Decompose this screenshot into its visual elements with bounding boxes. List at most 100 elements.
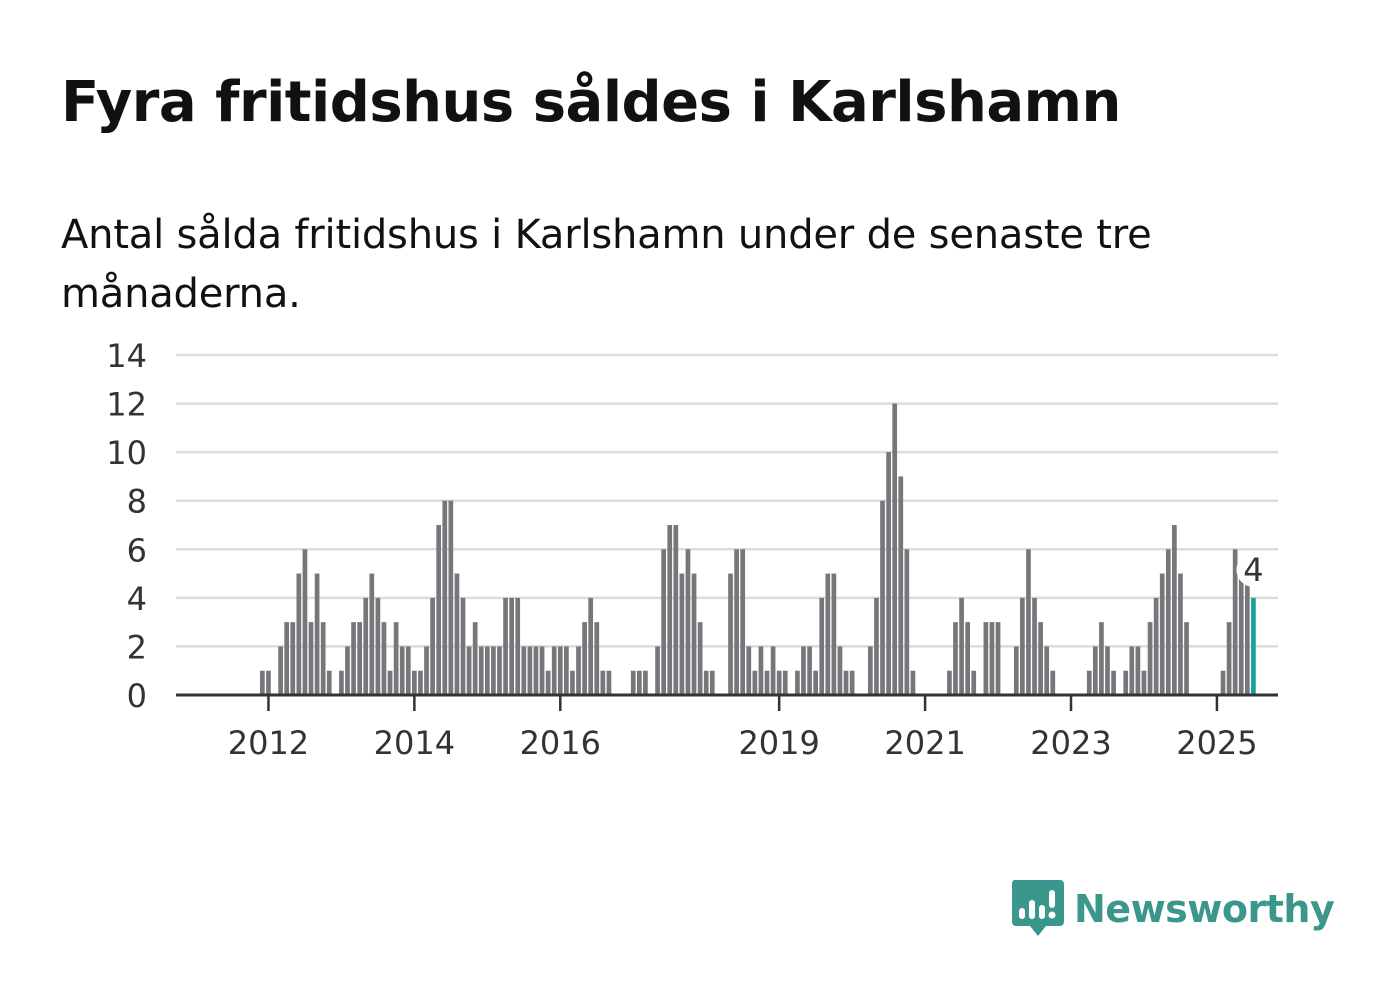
bar	[910, 670, 916, 695]
bar	[260, 670, 265, 695]
bar	[351, 622, 356, 695]
bar	[545, 670, 551, 695]
bar	[381, 622, 387, 695]
bar	[995, 622, 1001, 695]
bar	[1026, 549, 1031, 695]
bar	[1020, 597, 1025, 695]
bar	[831, 573, 837, 695]
bar	[1226, 622, 1232, 695]
chart-title: Fyra fritidshus såldes i Karlshamn	[61, 70, 1121, 135]
bar	[813, 670, 818, 695]
x-tick-label: 2012	[228, 724, 309, 762]
bar	[892, 403, 898, 695]
bar	[880, 500, 885, 695]
bar	[959, 597, 964, 695]
bar	[515, 597, 521, 695]
bar	[393, 622, 399, 695]
bar	[1123, 670, 1129, 695]
bar	[837, 646, 843, 695]
highlight-annotation: 4	[1236, 551, 1271, 589]
bar	[728, 573, 733, 695]
bar	[1153, 597, 1159, 695]
bar	[886, 452, 891, 695]
bar	[1184, 622, 1189, 695]
bar	[825, 573, 831, 695]
bar	[807, 646, 812, 695]
bar	[357, 622, 362, 695]
bar	[734, 549, 739, 695]
x-axis-ticks	[267, 695, 1219, 711]
bar	[436, 525, 442, 695]
y-tick-label: 12	[106, 386, 147, 424]
bar	[801, 646, 806, 695]
bar	[460, 597, 466, 695]
bar	[636, 670, 642, 695]
bar	[326, 670, 332, 695]
bar	[1135, 646, 1141, 695]
bar	[1050, 670, 1056, 695]
bar	[430, 597, 435, 695]
bar	[405, 646, 411, 695]
bar	[752, 670, 758, 695]
bar	[539, 646, 545, 695]
bar	[582, 622, 587, 695]
y-tick-label: 2	[127, 628, 147, 666]
y-tick-label: 4	[127, 580, 147, 618]
x-tick-label: 2016	[520, 724, 601, 762]
bar	[491, 646, 496, 695]
bar	[1013, 646, 1019, 695]
bar	[971, 670, 977, 695]
annotation-halo	[1236, 552, 1271, 587]
x-axis-labels: 2012 2014 2016 2019 2021 2023 2025	[228, 724, 1258, 762]
newsworthy-logo-text: Newsworthy	[1074, 887, 1335, 931]
bar	[412, 670, 417, 695]
bar	[466, 646, 472, 695]
bar	[369, 573, 375, 695]
bar	[266, 670, 271, 695]
bars	[260, 403, 1256, 695]
bar	[1032, 597, 1037, 695]
bar	[643, 670, 648, 695]
x-tick-label: 2019	[738, 724, 819, 762]
bar	[697, 622, 703, 695]
bar	[989, 622, 995, 695]
bar	[509, 597, 514, 695]
bar	[795, 670, 800, 695]
bar	[302, 549, 308, 695]
bar	[655, 646, 660, 695]
bar	[983, 622, 989, 695]
bar	[503, 597, 508, 695]
bar	[375, 597, 381, 695]
bar	[1220, 670, 1226, 695]
bar	[868, 646, 873, 695]
x-tick-label: 2021	[884, 724, 965, 762]
bar	[746, 646, 752, 695]
bar	[557, 646, 563, 695]
bar	[551, 646, 557, 695]
bar	[819, 597, 825, 695]
x-tick-label: 2023	[1030, 724, 1111, 762]
bar	[308, 622, 314, 695]
bar	[1141, 670, 1147, 695]
bar	[564, 646, 569, 695]
bar	[1099, 622, 1104, 695]
bar	[1038, 622, 1043, 695]
bar	[576, 646, 581, 695]
bar	[527, 646, 533, 695]
bar	[387, 670, 393, 695]
bar	[782, 670, 788, 695]
bar	[691, 573, 697, 695]
bar	[898, 476, 904, 695]
bar	[284, 622, 290, 695]
bar	[600, 670, 606, 695]
bar	[1147, 622, 1153, 695]
bar	[1238, 573, 1244, 695]
bar	[1111, 670, 1116, 695]
bar	[874, 597, 879, 695]
bar	[478, 646, 484, 695]
bar	[345, 646, 350, 695]
bar	[709, 670, 715, 695]
y-tick-label: 8	[127, 483, 147, 521]
bar	[278, 646, 283, 695]
